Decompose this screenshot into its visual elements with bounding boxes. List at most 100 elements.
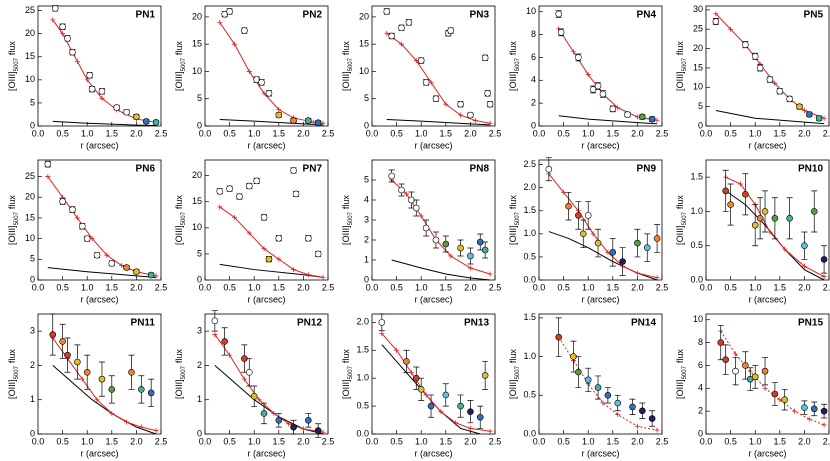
panel: 0.0 0.5 1.0 1.5 2.0 2.5 0.0 0.5 1.0 1.5 PN10 r (arc…: [675, 159, 830, 304]
data-point: [761, 367, 769, 375]
x-tick-label: 2.5: [322, 128, 335, 138]
continuum-line: [381, 344, 481, 435]
model-cross: [487, 120, 493, 126]
data-point: [476, 413, 484, 421]
model-cross: [45, 174, 51, 180]
y-tick-label: 10: [693, 82, 703, 92]
data-point: [575, 212, 582, 219]
data-point: [815, 114, 823, 122]
data-point: [405, 19, 413, 26]
model-cross: [217, 19, 223, 25]
y-tick-label: 0: [197, 428, 202, 438]
data-point: [584, 212, 592, 219]
y-tick-label: 1.0: [523, 351, 536, 361]
model-cross: [467, 265, 473, 271]
y-label-suffix: flux: [341, 349, 351, 364]
y-axis-label: [OIII]5007flux: [508, 41, 520, 91]
data-point: [810, 405, 818, 413]
y-tick-label: 2: [531, 98, 536, 108]
x-axis-label: r (arcsec): [749, 448, 787, 458]
plot-frame: [538, 313, 663, 435]
x-tick-label: 1.0: [749, 282, 762, 292]
x-axis-label: r (arcsec): [248, 448, 286, 458]
x-tick-label: 2.0: [297, 128, 310, 138]
x-tick-label: 2.0: [464, 282, 477, 292]
data-point: [717, 339, 725, 346]
panel: 0.0 0.5 1.0 1.5 2.0 2.5 0.0 0.5 1.0 1.5 2.0 PN13 r (…: [341, 313, 501, 458]
model-cross: [801, 263, 807, 269]
model-cross: [271, 410, 277, 416]
panel-title: PN1: [136, 10, 156, 21]
data-point: [751, 53, 759, 60]
y-label-suffix: flux: [174, 195, 184, 210]
model-cross: [801, 108, 807, 114]
model-cross: [467, 425, 473, 431]
y-tick-label: 10: [693, 314, 703, 324]
y-tick-label: 1: [30, 394, 35, 404]
x-axis-label: r (arcsec): [81, 140, 119, 150]
x-tick-label: 0.0: [366, 128, 379, 138]
x-tick-label: 1.0: [415, 282, 428, 292]
y-tick-label: 10: [192, 66, 202, 76]
x-tick-label: 1.0: [749, 436, 762, 446]
y-tick-label: 10: [25, 233, 35, 243]
x-tick-label: 1.0: [415, 436, 428, 446]
data-point: [403, 358, 410, 365]
panel-title: PN5: [804, 10, 824, 21]
y-axis-label: [OIII]5007flux: [7, 195, 19, 245]
data-point: [147, 271, 155, 279]
model-cross: [394, 347, 400, 353]
y-tick-label: 2.0: [356, 317, 369, 327]
x-tick-label: 2.5: [656, 436, 669, 446]
x-tick-label: 0.5: [557, 436, 570, 446]
plot-frame: [204, 5, 329, 127]
y-tick-label: 25: [25, 5, 35, 15]
panel-title: PN14: [631, 318, 656, 329]
data-point: [786, 95, 793, 103]
model-cross: [99, 95, 105, 101]
y-label-main: [OIII]: [675, 71, 685, 91]
x-tick-label: 2.0: [464, 128, 477, 138]
y-tick-label: 5: [30, 97, 35, 107]
y-label-sub: 5007: [181, 365, 187, 379]
panel: 0.0 0.5 1.0 1.5 2.0 2.5 0 1 2 3 4 5 PN8 r (arcsec) [OI…: [341, 159, 501, 304]
data-point: [108, 386, 116, 393]
x-axis-label: r (arcsec): [582, 294, 620, 304]
panel: 0.0 0.5 1.0 1.5 2.0 2.5 0 5 10 15 20 25 30 PN5 r (arcs…: [675, 4, 830, 150]
model-cross: [615, 412, 621, 418]
plot-frame: [705, 159, 830, 281]
y-tick-label: 20: [25, 28, 35, 38]
model-cross: [232, 41, 238, 47]
panel-title: PN7: [303, 164, 323, 175]
x-tick-label: 1.5: [607, 436, 620, 446]
data-point: [457, 100, 464, 108]
data-point: [481, 246, 489, 254]
y-tick-label: 3: [30, 326, 35, 336]
x-tick-label: 0.5: [56, 436, 69, 446]
data-point: [412, 204, 420, 212]
model-cross: [227, 352, 233, 358]
plot-frame: [705, 5, 830, 127]
data-point: [305, 234, 312, 242]
model-cross: [138, 424, 144, 430]
data-point: [86, 71, 93, 79]
data-point: [253, 177, 260, 185]
plot-frame: [705, 313, 830, 435]
data-point: [555, 333, 562, 341]
x-tick-label: 2.0: [130, 128, 143, 138]
model-cross: [821, 422, 827, 428]
plot-frame: [37, 313, 162, 435]
y-label-main: [OIII]: [7, 71, 17, 91]
data-point: [796, 103, 803, 110]
data-point: [575, 54, 582, 61]
x-tick-label: 1.5: [440, 282, 453, 292]
y-axis-label: [OIII]5007flux: [341, 349, 353, 399]
x-tick-label: 1.5: [440, 436, 453, 446]
y-label-suffix: flux: [675, 195, 685, 210]
data-point: [614, 399, 622, 407]
panel: 0.0 0.5 1.0 1.5 2.0 2.5 0 5 10 15 20 25 PN1 r (arcsec…: [7, 5, 167, 150]
data-point: [147, 389, 155, 397]
x-tick-label: 2.0: [130, 436, 143, 446]
y-label-sub: 5007: [682, 57, 688, 71]
